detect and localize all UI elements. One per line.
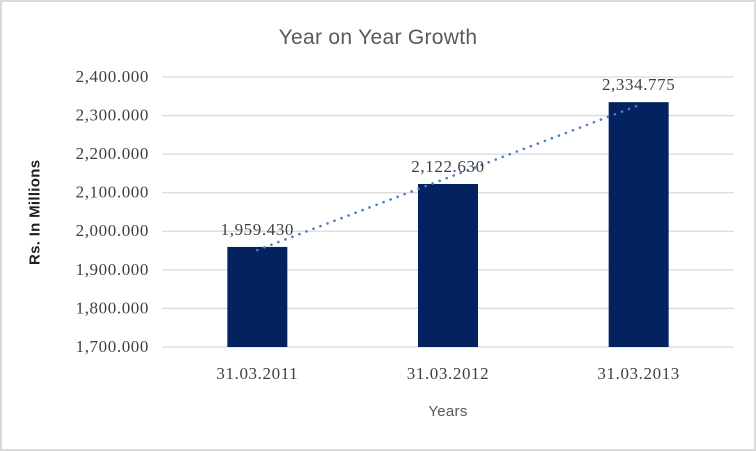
y-tick-label: 2,400.000: [76, 67, 149, 86]
x-category-label: 31.03.2012: [407, 364, 490, 383]
trendline: [256, 104, 640, 252]
y-tick-label: 2,100.000: [76, 183, 149, 202]
bar-value-label: 1,959.430: [221, 220, 294, 239]
y-tick-label: 2,000.000: [76, 221, 149, 240]
x-category-label: 31.03.2013: [597, 364, 680, 383]
chart-title: Year on Year Growth: [278, 26, 478, 49]
bar: [418, 183, 478, 347]
y-tick-label: 1,800.000: [76, 298, 149, 317]
y-tick-label: 2,200.000: [76, 144, 149, 163]
x-category-label: 31.03.2011: [216, 364, 298, 383]
bar: [227, 246, 288, 347]
bar-value-label: 2,334.775: [602, 75, 675, 94]
y-tick-label: 2,300.000: [76, 105, 149, 124]
y-tick-label: 1,700.000: [76, 337, 149, 356]
y-tick-label: 1,900.000: [76, 260, 149, 279]
x-axis-title: Years: [428, 403, 468, 420]
bar: [608, 102, 669, 348]
bar-value-label: 2,122.630: [411, 157, 484, 176]
